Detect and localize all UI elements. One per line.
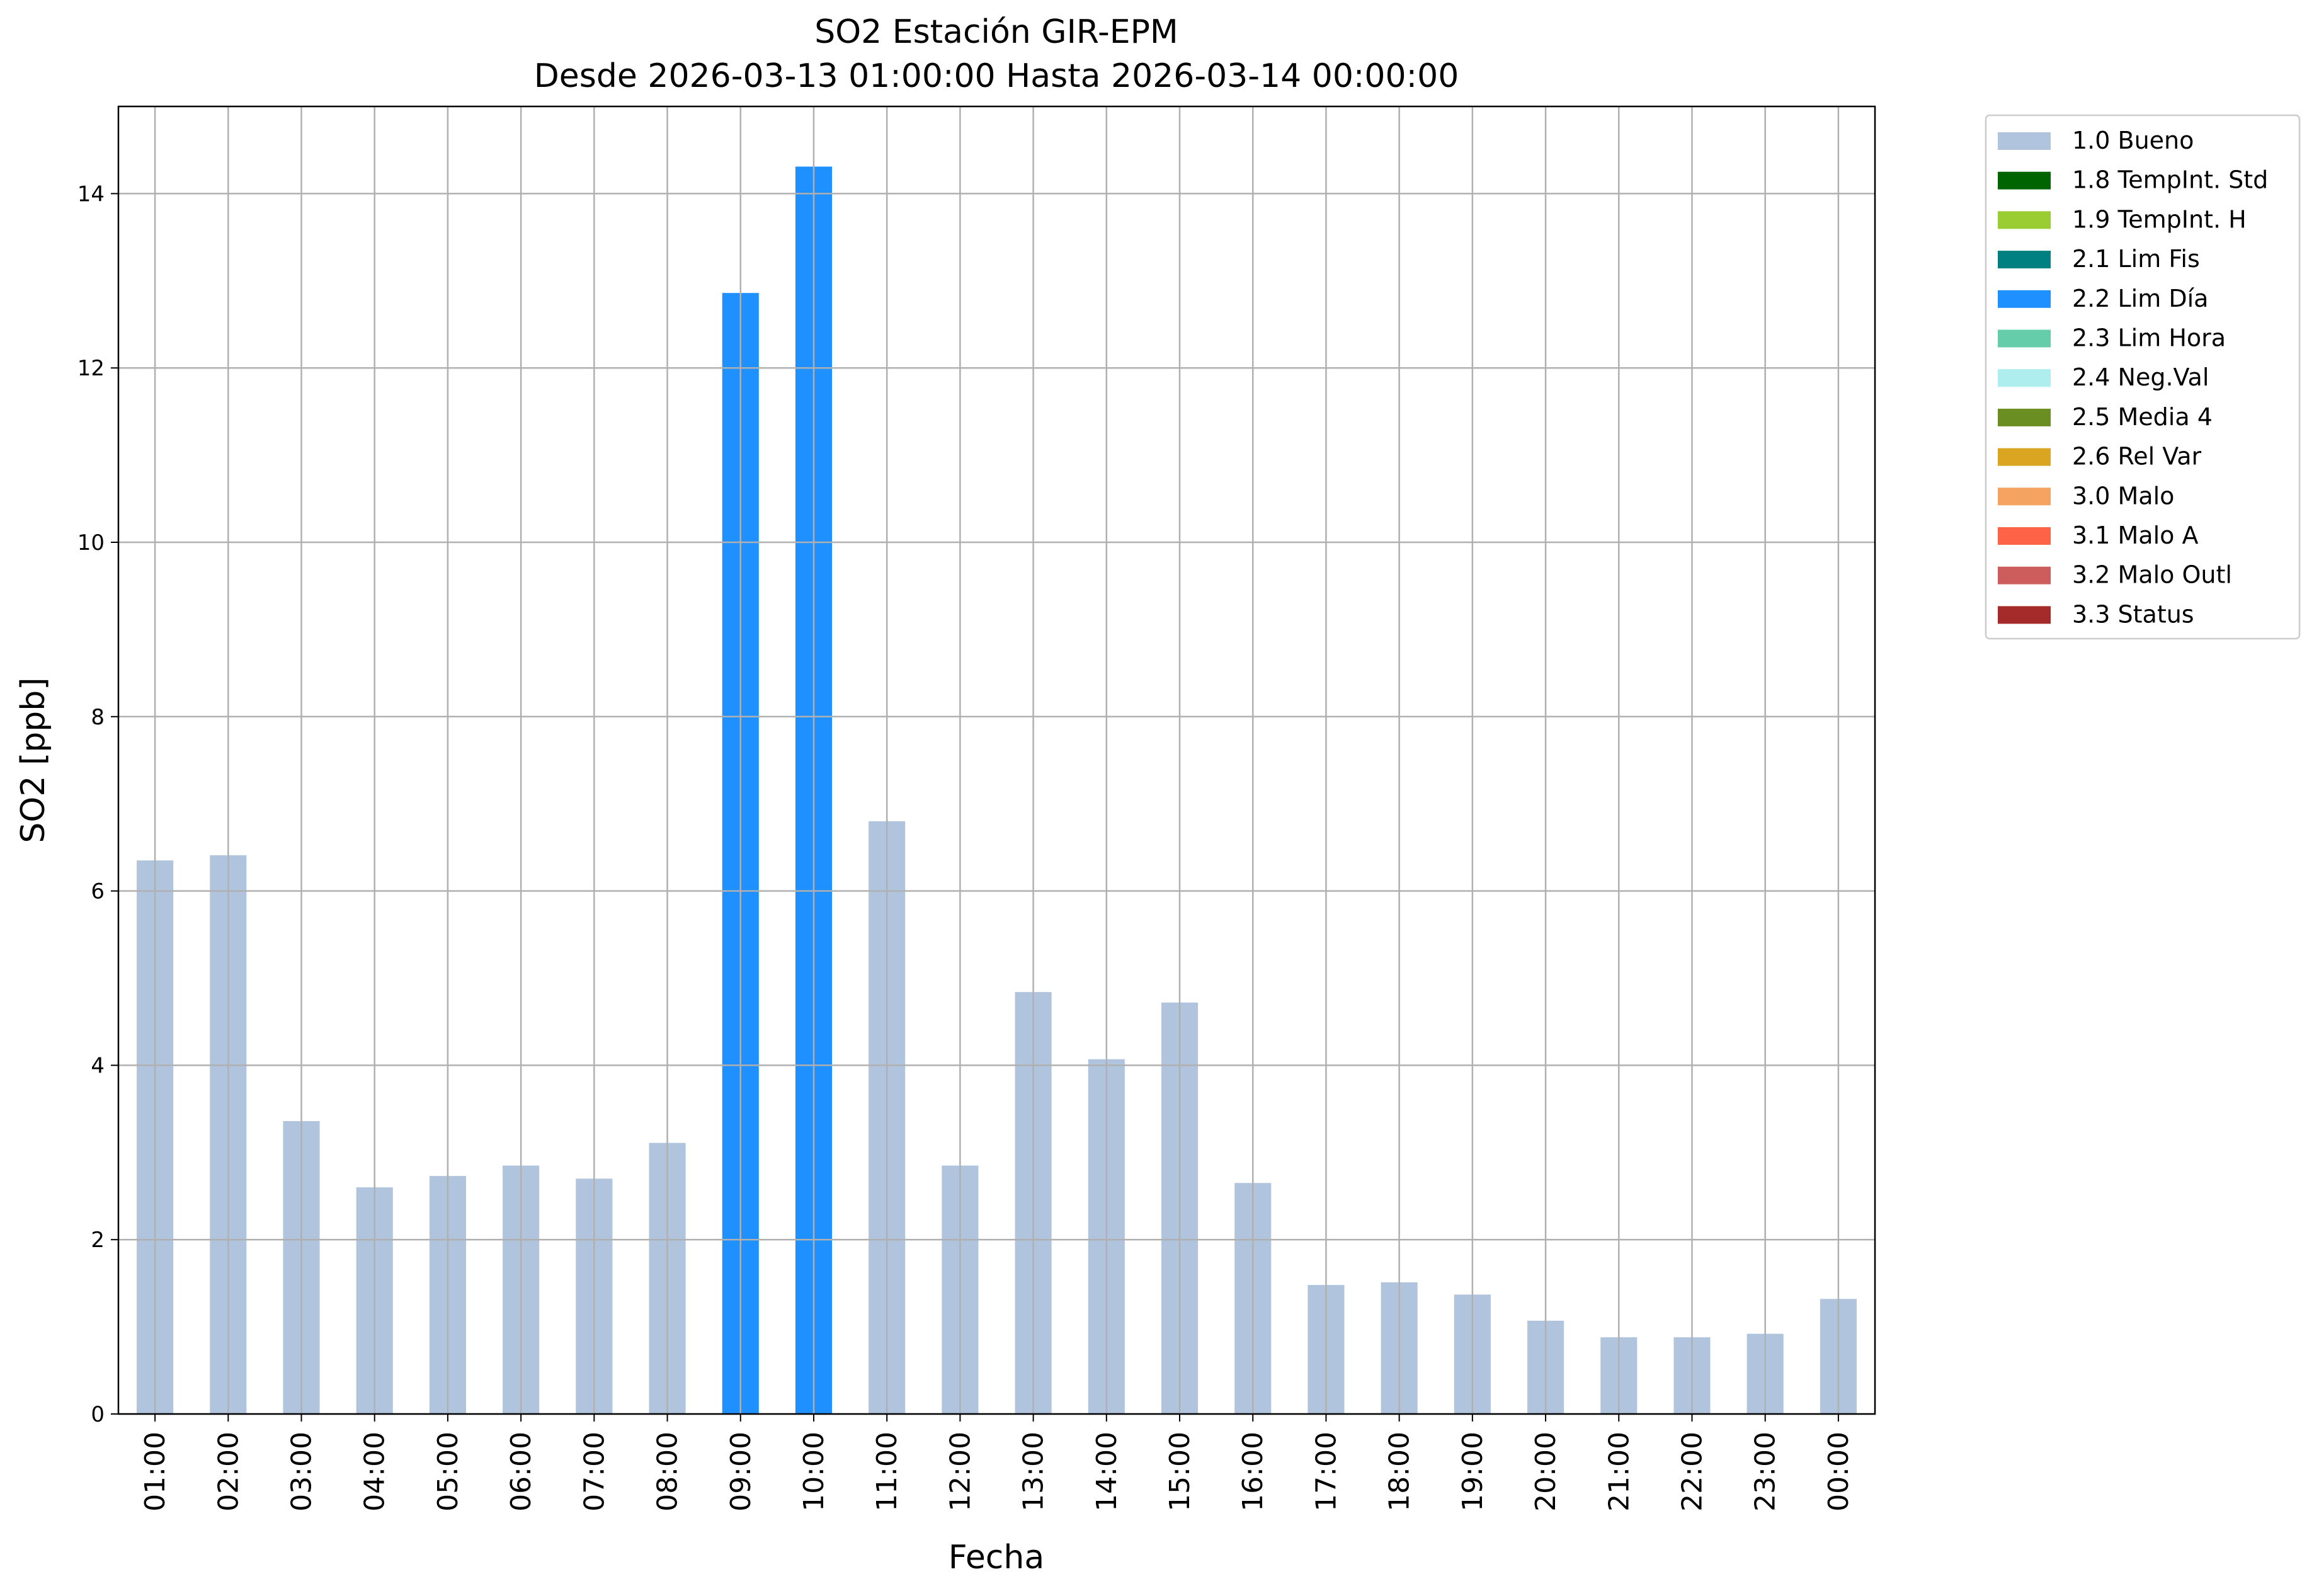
- x-tick-label: 16:00: [1237, 1432, 1269, 1512]
- legend-label: 2.2 Lim Día: [2072, 285, 2208, 312]
- y-tick-label: 4: [91, 1053, 105, 1078]
- x-ticks: 01:00 02:00 03:00 04:00 05:00 06:00 07:00 08:00…: [139, 1414, 1855, 1512]
- x-tick-label: 22:00: [1676, 1432, 1708, 1512]
- y-tick-label: 0: [91, 1402, 105, 1427]
- x-tick-label: 10:00: [798, 1432, 830, 1512]
- legend-label: 2.3 Lim Hora: [2072, 324, 2226, 352]
- legend-label: 1.9 TempInt. H: [2072, 205, 2247, 233]
- legend-swatch: [1998, 408, 2051, 426]
- legend-box: [1985, 114, 2301, 640]
- x-tick-label: 07:00: [578, 1432, 610, 1512]
- y-tick-label: 8: [91, 705, 105, 730]
- x-tick-label: 18:00: [1384, 1432, 1416, 1512]
- y-tick-label: 12: [77, 356, 105, 381]
- legend-label: 1.0 Bueno: [2072, 127, 2194, 154]
- y-tick-label: 10: [77, 530, 105, 556]
- x-tick-label: 08:00: [652, 1432, 684, 1512]
- x-tick-label: 05:00: [432, 1432, 464, 1512]
- x-tick-label: 20:00: [1530, 1432, 1562, 1512]
- legend-label: 1.8 TempInt. Std: [2072, 166, 2268, 194]
- y-tick-label: 14: [77, 181, 105, 207]
- legend-swatch: [1998, 171, 2051, 190]
- x-tick-label: 06:00: [505, 1432, 537, 1512]
- x-axis-label: Fecha: [949, 1539, 1044, 1576]
- legend-label: 2.1 Lim Fis: [2072, 245, 2200, 273]
- y-tick-label: 6: [91, 879, 105, 904]
- y-tick-label: 2: [91, 1228, 105, 1253]
- x-tick-label: 23:00: [1750, 1432, 1782, 1512]
- legend-swatch: [1998, 527, 2051, 545]
- grid-overlay: [118, 106, 1875, 1415]
- legend-label: 3.2 Malo Outl: [2072, 561, 2232, 589]
- x-tick-label: 04:00: [359, 1432, 391, 1512]
- legend: 1.0 Bueno 1.8 TempInt. Std 1.9 TempInt. H 2…: [1985, 114, 2301, 640]
- legend-swatch: [1998, 329, 2051, 348]
- x-tick-label: 02:00: [212, 1432, 244, 1512]
- legend-swatch: [1998, 369, 2051, 387]
- legend-swatch: [1998, 251, 2051, 269]
- legend-label: 2.5 Media 4: [2072, 403, 2213, 431]
- legend-swatch: [1998, 448, 2051, 466]
- x-tick-label: 15:00: [1164, 1432, 1196, 1512]
- x-tick-label: 01:00: [139, 1432, 171, 1512]
- legend-swatch: [1998, 290, 2051, 308]
- x-tick-label: 11:00: [871, 1432, 903, 1512]
- legend-label: 3.1 Malo A: [2072, 522, 2198, 549]
- plot-frame: [117, 105, 1876, 1415]
- legend-label: 3.0 Malo: [2072, 482, 2174, 510]
- legend-swatch: [1998, 566, 2051, 584]
- legend-swatch: [1998, 211, 2051, 229]
- legend-swatch: [1998, 606, 2051, 624]
- legend-label: 2.6 Rel Var: [2072, 443, 2202, 470]
- legend-label: 3.3 Status: [2072, 600, 2194, 628]
- x-tick-label: 21:00: [1603, 1432, 1635, 1512]
- chart-subtitle: Desde 2026-03-13 01:00:00 Hasta 2026-03-…: [534, 57, 1459, 95]
- legend-swatch: [1998, 487, 2051, 506]
- y-axis-label: SO2 [ppb]: [14, 677, 52, 843]
- x-tick-label: 19:00: [1457, 1432, 1489, 1512]
- x-tick-label: 13:00: [1018, 1432, 1050, 1512]
- chart-title: SO2 Estación GIR-EPM: [814, 13, 1178, 51]
- x-tick-label: 00:00: [1823, 1432, 1855, 1512]
- legend-swatch: [1998, 132, 2051, 150]
- x-tick-label: 09:00: [725, 1432, 757, 1512]
- y-ticks: 0 2 4 6 8 10 12 14: [77, 181, 118, 1427]
- bars: [137, 166, 1857, 1415]
- x-tick-label: 03:00: [286, 1432, 318, 1512]
- x-tick-label: 12:00: [944, 1432, 976, 1512]
- x-tick-label: 17:00: [1310, 1432, 1342, 1512]
- legend-label: 2.4 Neg.Val: [2072, 363, 2209, 391]
- x-tick-label: 14:00: [1091, 1432, 1123, 1512]
